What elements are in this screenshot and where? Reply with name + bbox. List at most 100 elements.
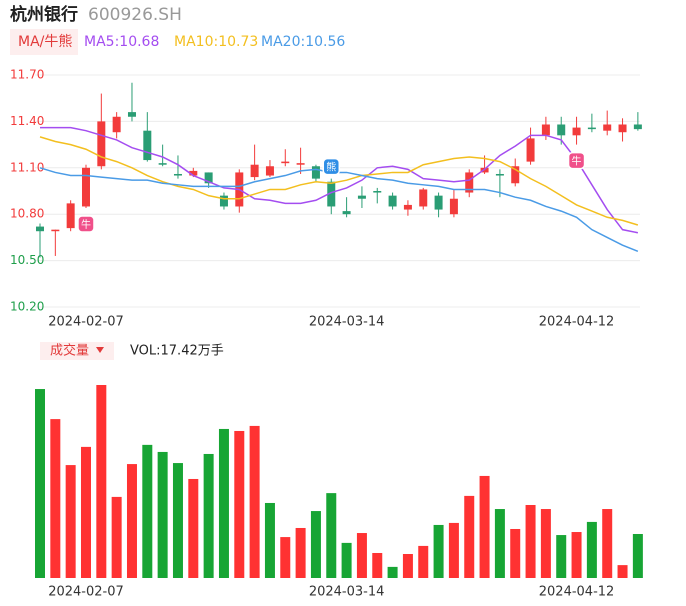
candle-body	[572, 127, 581, 136]
candle-body	[403, 204, 412, 210]
x-tick-label: 2024-03-14	[309, 585, 385, 600]
volume-legend-label[interactable]: 成交量	[50, 343, 89, 359]
volume-bar	[65, 465, 76, 578]
candle-body	[158, 163, 167, 165]
volume-bar	[418, 545, 429, 578]
candle-body	[633, 124, 642, 130]
signal-text: 牛	[572, 155, 582, 168]
candle-body	[603, 124, 612, 131]
volume-bar	[188, 478, 199, 578]
legend-label[interactable]: MA/牛熊	[18, 34, 72, 50]
signal-badge	[77, 215, 95, 233]
candle-body	[173, 173, 182, 176]
candle-body	[327, 181, 336, 207]
signal-text: 牛	[81, 218, 91, 231]
candle-body	[265, 166, 274, 176]
legend-entry: MA10:10.73	[174, 34, 258, 50]
y-tick-label: 10.80	[10, 207, 44, 221]
legend-bg[interactable]	[10, 29, 78, 55]
volume-bar	[310, 511, 321, 578]
candle-body	[127, 112, 136, 117]
x-tick-label: 2024-02-07	[48, 315, 124, 330]
candle-body	[143, 130, 152, 161]
candle-body	[342, 211, 351, 215]
candle-body	[81, 167, 90, 207]
volume-bar	[556, 535, 567, 578]
volume-bar	[280, 537, 291, 578]
candle-body	[541, 124, 550, 136]
candle-body	[36, 226, 44, 232]
volume-legend-bg[interactable]	[40, 342, 114, 360]
volume-bar	[341, 542, 352, 578]
candle-body	[219, 195, 228, 207]
candle-body	[311, 166, 320, 179]
volume-bar	[234, 430, 245, 578]
volume-bar	[387, 566, 398, 578]
candle-body	[618, 124, 627, 133]
candle-body	[97, 121, 106, 167]
volume-bar	[80, 446, 91, 578]
ma-line	[39, 136, 639, 226]
volume-bar	[632, 533, 643, 578]
volume-bar	[96, 385, 107, 578]
candle-body	[434, 195, 443, 210]
ma-line	[40, 126, 639, 234]
candle-body	[250, 164, 259, 178]
candle-body	[357, 195, 366, 199]
candle-body	[388, 195, 397, 207]
volume-bar	[540, 509, 551, 578]
ma-line	[39, 167, 639, 253]
y-tick-label: 10.20	[10, 300, 44, 314]
candle-body	[526, 138, 535, 162]
candle-body	[51, 229, 60, 232]
volume-bar	[111, 496, 122, 578]
volume-bar	[433, 524, 444, 578]
y-tick-label: 11.70	[10, 68, 44, 82]
volume-bar	[356, 533, 367, 578]
candle-body	[281, 161, 290, 164]
volume-bar	[326, 493, 337, 578]
volume-bar	[249, 425, 260, 578]
volume-bar	[586, 521, 597, 578]
volume-bar	[464, 495, 475, 578]
x-tick-label: 2024-04-12	[539, 315, 615, 330]
volume-bar	[372, 552, 383, 578]
candle-body	[495, 173, 504, 176]
volume-bar	[126, 464, 137, 578]
signal-badge	[567, 151, 586, 170]
volume-bar	[264, 502, 275, 578]
x-tick-label: 2024-04-12	[539, 585, 615, 600]
volume-bar	[494, 509, 505, 578]
volume-bar	[50, 419, 61, 578]
legend-entry: MA20:10.56	[261, 34, 345, 50]
candle-body	[557, 124, 566, 136]
candle-body	[204, 172, 213, 184]
y-tick-label: 10.50	[10, 253, 44, 267]
signal-badge	[322, 157, 341, 176]
volume-bar	[402, 554, 413, 578]
volume-bar	[571, 532, 582, 578]
volume-bar	[617, 565, 628, 578]
dropdown-arrow[interactable]	[96, 347, 104, 353]
volume-bar	[157, 451, 168, 578]
volume-bar	[525, 504, 536, 578]
stock-code: 600926.SH	[88, 5, 182, 25]
x-tick-label: 2024-03-14	[309, 315, 385, 330]
candle-body	[112, 116, 121, 133]
volume-bar	[479, 475, 490, 578]
x-tick-label: 2024-02-07	[48, 585, 124, 600]
stock-name: 杭州银行	[10, 4, 78, 25]
y-tick-label: 11.40	[10, 114, 44, 128]
candle-body	[66, 203, 75, 229]
signal-text: 熊	[326, 161, 336, 174]
volume-bar	[295, 527, 306, 578]
volume-bar	[510, 528, 521, 578]
candle-body	[587, 127, 596, 130]
candle-body	[189, 170, 198, 176]
volume-bar	[203, 453, 214, 578]
candle-body	[511, 166, 520, 184]
candle-body	[296, 163, 305, 165]
y-tick-label: 11.10	[10, 160, 44, 174]
candle-body	[419, 189, 428, 207]
